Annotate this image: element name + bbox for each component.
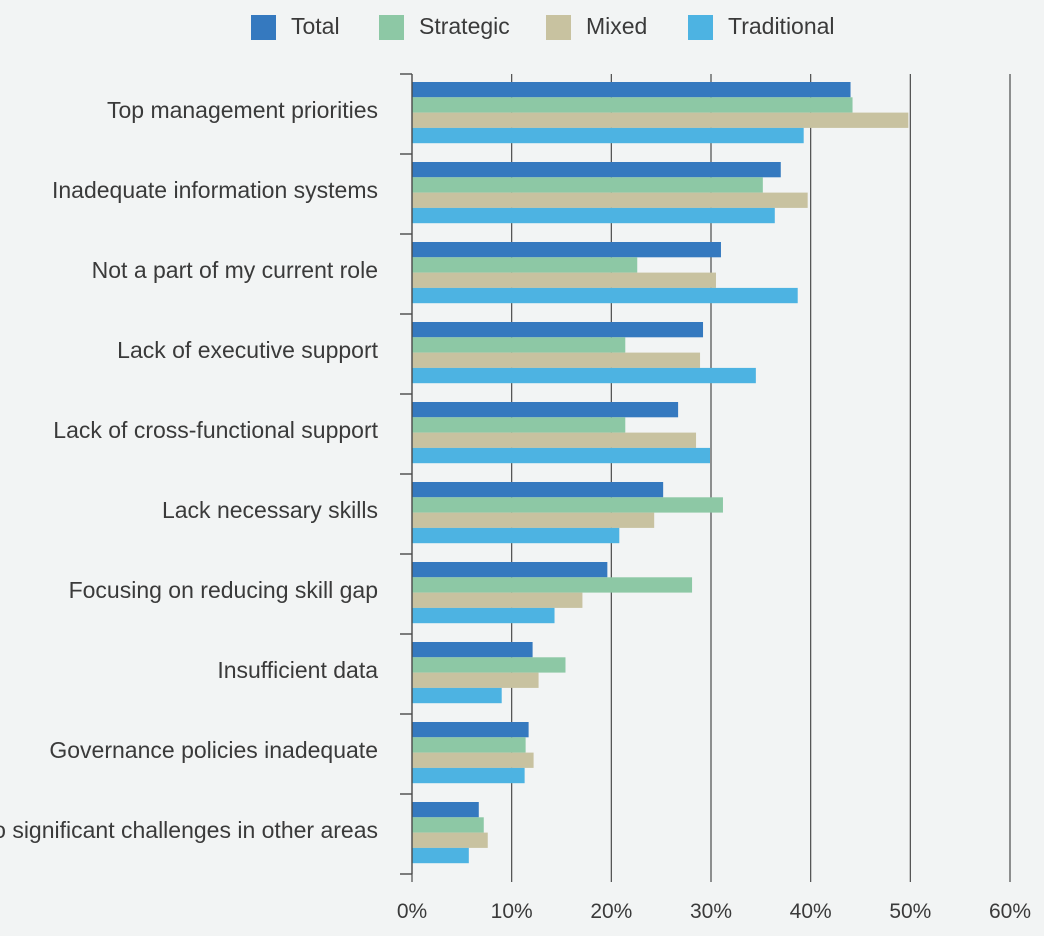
legend-swatch-mixed: [546, 15, 571, 40]
bar-traditional: [412, 287, 798, 304]
bar-mixed: [412, 112, 909, 128]
bar-traditional: [412, 367, 756, 384]
category-label: Insufficient data: [217, 657, 378, 683]
bar-mixed: [412, 512, 655, 528]
legend-swatch-traditional: [688, 15, 713, 40]
legend-swatch-strategic: [379, 15, 404, 40]
category-label: Lack of executive support: [117, 337, 378, 363]
category-labels: Top management priorities Inadequate info…: [0, 97, 379, 843]
bar-strategic: [412, 417, 626, 433]
y-axis: [400, 73, 1011, 882]
category-label: Inadequate information systems: [52, 177, 378, 203]
category-label: Top management priorities: [107, 97, 378, 123]
category-label: No significant challenges in other areas: [0, 817, 378, 843]
bar-traditional: [412, 447, 711, 464]
bar-strategic: [412, 177, 763, 193]
x-tick-label: 60%: [989, 900, 1031, 923]
bar-traditional: [412, 687, 502, 704]
bar-total: [412, 82, 851, 98]
bar-strategic: [412, 817, 484, 833]
x-tick-label: 20%: [590, 900, 632, 923]
bar-mixed: [412, 352, 701, 368]
legend: Total Strategic Mixed Traditional: [251, 13, 835, 40]
legend-label-mixed: Mixed: [586, 13, 647, 39]
bar-total: [412, 242, 721, 258]
bar-strategic: [412, 337, 626, 353]
category-label: Not a part of my current role: [92, 257, 378, 283]
bar-strategic: [412, 97, 853, 113]
bar-traditional: [412, 767, 525, 784]
bar-mixed: [412, 672, 539, 688]
bar-mixed: [412, 192, 808, 208]
bar-total: [412, 722, 529, 738]
bar-strategic: [412, 737, 526, 753]
bar-traditional: [412, 527, 620, 544]
category-label: Lack of cross-functional support: [53, 417, 378, 443]
bar-mixed: [412, 432, 697, 448]
category-label: Governance policies inadequate: [49, 737, 378, 763]
bar-mixed: [412, 272, 716, 288]
bar-strategic: [412, 257, 638, 273]
x-tick-label: 40%: [790, 900, 832, 923]
bar-total: [412, 482, 664, 498]
x-tick-label: 10%: [491, 900, 533, 923]
bar-traditional: [412, 847, 469, 864]
x-tick-labels: 0% 10% 20% 30% 40% 50% 60%: [397, 900, 1031, 923]
bar-mixed: [412, 752, 534, 768]
legend-swatch-total: [251, 15, 276, 40]
legend-label-total: Total: [291, 13, 340, 39]
bar-total: [412, 402, 679, 418]
bar-total: [412, 562, 608, 578]
bar-total: [412, 322, 704, 338]
bar-traditional: [412, 207, 775, 224]
bar-strategic: [412, 577, 693, 593]
bar-total: [412, 162, 781, 178]
bar-strategic: [412, 497, 723, 513]
x-tick-label: 50%: [889, 900, 931, 923]
bar-total: [412, 642, 533, 658]
legend-label-strategic: Strategic: [419, 13, 510, 39]
legend-label-traditional: Traditional: [728, 13, 835, 39]
bar-total: [412, 802, 479, 818]
category-label: Focusing on reducing skill gap: [69, 577, 378, 603]
category-label: Lack necessary skills: [162, 497, 378, 523]
bar-strategic: [412, 657, 566, 673]
bar-traditional: [412, 127, 804, 144]
x-tick-label: 0%: [397, 900, 427, 923]
bar-mixed: [412, 592, 583, 608]
bars: [412, 82, 909, 864]
bar-traditional: [412, 607, 555, 624]
x-tick-label: 30%: [690, 900, 732, 923]
bar-mixed: [412, 832, 488, 848]
